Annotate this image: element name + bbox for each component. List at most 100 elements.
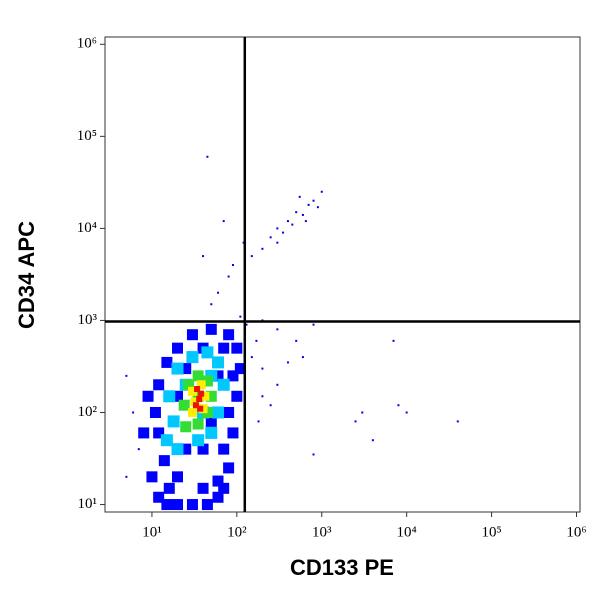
event-point bbox=[276, 383, 279, 386]
event-point bbox=[223, 329, 235, 341]
event-point bbox=[231, 342, 243, 354]
event-point bbox=[269, 236, 272, 239]
event-point bbox=[295, 339, 298, 342]
event-point bbox=[276, 241, 279, 244]
event-point bbox=[160, 434, 173, 447]
event-point bbox=[153, 491, 165, 503]
event-point bbox=[212, 406, 225, 419]
event-point bbox=[286, 220, 289, 223]
event-point bbox=[163, 482, 175, 494]
event-point bbox=[201, 375, 213, 387]
event-point bbox=[217, 291, 220, 294]
event-point bbox=[371, 439, 374, 442]
event-point bbox=[298, 195, 301, 198]
event-point bbox=[198, 390, 205, 397]
event-point bbox=[205, 323, 217, 335]
event-point bbox=[180, 443, 192, 455]
event-point bbox=[217, 378, 230, 391]
event-point bbox=[125, 475, 128, 478]
event-point bbox=[186, 329, 198, 341]
event-point bbox=[210, 303, 213, 306]
event-point bbox=[295, 211, 298, 214]
event-point bbox=[239, 315, 242, 318]
event-point bbox=[197, 405, 204, 412]
event-point bbox=[192, 402, 199, 409]
event-point bbox=[257, 420, 260, 423]
event-point bbox=[212, 475, 224, 487]
event-point bbox=[142, 390, 154, 402]
event-point bbox=[227, 427, 239, 439]
event-point bbox=[255, 339, 258, 342]
event-point bbox=[212, 370, 224, 382]
event-point bbox=[172, 471, 184, 483]
event-point bbox=[250, 356, 253, 359]
event-point bbox=[201, 499, 213, 511]
event-point bbox=[180, 421, 192, 433]
event-point bbox=[153, 427, 165, 439]
event-point bbox=[202, 255, 205, 258]
event-point bbox=[231, 264, 234, 267]
event-point bbox=[186, 351, 199, 364]
event-point bbox=[201, 346, 214, 359]
event-point bbox=[223, 462, 235, 474]
x-tick-label: 10¹ bbox=[142, 524, 162, 540]
event-point bbox=[261, 395, 264, 398]
event-point bbox=[223, 406, 235, 418]
event-point bbox=[167, 415, 180, 428]
y-tick-label: 10⁴ bbox=[77, 220, 97, 236]
event-point bbox=[132, 411, 135, 414]
event-point bbox=[304, 220, 307, 223]
event-point bbox=[312, 453, 315, 456]
event-point bbox=[197, 443, 209, 455]
event-point bbox=[276, 227, 279, 230]
plot-frame bbox=[104, 36, 581, 513]
event-point bbox=[218, 443, 230, 455]
event-point bbox=[206, 155, 209, 158]
event-point bbox=[250, 255, 253, 258]
event-point bbox=[312, 199, 315, 202]
event-point bbox=[307, 203, 310, 206]
event-point bbox=[227, 370, 239, 382]
event-point bbox=[187, 407, 197, 417]
event-point bbox=[192, 370, 204, 382]
event-point bbox=[161, 499, 173, 511]
event-point bbox=[172, 390, 184, 402]
event-point bbox=[192, 418, 204, 430]
event-point bbox=[291, 223, 294, 226]
event-point bbox=[205, 426, 218, 439]
event-point bbox=[261, 247, 264, 250]
y-tick-label: 10² bbox=[78, 404, 98, 420]
event-point bbox=[186, 499, 198, 511]
event-point bbox=[227, 275, 230, 278]
event-point bbox=[172, 499, 184, 511]
y-axis-label: CD34 APC bbox=[14, 221, 39, 329]
event-point bbox=[231, 390, 243, 402]
y-tick-label: 10⁶ bbox=[77, 36, 97, 52]
y-tick-label: 10⁵ bbox=[77, 128, 97, 144]
event-point bbox=[197, 482, 209, 494]
x-tick-label: 10⁶ bbox=[566, 524, 586, 540]
event-point bbox=[218, 342, 230, 354]
x-tick-label: 10⁵ bbox=[481, 524, 501, 540]
event-point bbox=[212, 491, 224, 503]
event-point bbox=[158, 455, 170, 467]
event-point bbox=[301, 356, 304, 359]
event-point bbox=[354, 420, 357, 423]
event-point bbox=[172, 342, 184, 354]
event-point bbox=[125, 374, 128, 377]
y-tick-label: 10³ bbox=[78, 312, 98, 328]
x-tick-label: 10² bbox=[227, 524, 247, 540]
x-tick-label: 10³ bbox=[312, 524, 332, 540]
event-point bbox=[276, 328, 279, 331]
event-point bbox=[269, 404, 272, 407]
event-point bbox=[205, 390, 217, 402]
event-point bbox=[245, 323, 248, 326]
event-point bbox=[180, 363, 192, 375]
event-point bbox=[190, 397, 200, 407]
event-point bbox=[200, 391, 210, 401]
event-point bbox=[171, 362, 184, 375]
plot-area bbox=[125, 155, 459, 511]
event-point bbox=[261, 367, 264, 370]
event-point bbox=[397, 404, 400, 407]
